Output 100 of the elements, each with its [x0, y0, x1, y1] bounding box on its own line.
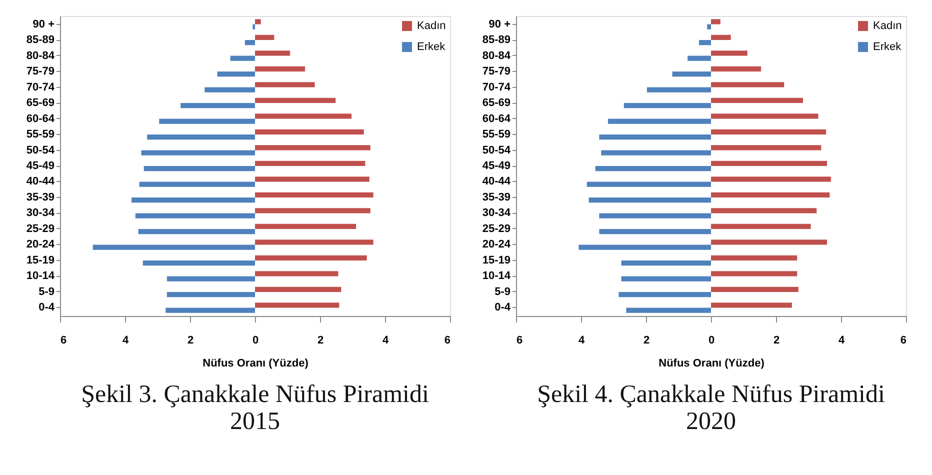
y-tick-label: 80-84	[482, 50, 512, 62]
x-tick-label: 6	[900, 334, 906, 346]
bar	[139, 182, 255, 187]
bar	[672, 72, 711, 77]
bar	[166, 292, 255, 298]
bar	[255, 145, 370, 150]
bar	[144, 166, 255, 172]
y-tick-label: 90 +	[488, 18, 510, 30]
y-tick-label: 90 +	[32, 18, 54, 30]
bar	[180, 103, 255, 108]
bar	[255, 302, 340, 308]
legend-label: Kadın	[417, 20, 446, 32]
x-tick-label: 4	[838, 334, 846, 346]
bar	[255, 19, 261, 24]
bar	[141, 150, 255, 156]
bar	[147, 134, 255, 140]
y-tick-label: 40-44	[26, 176, 56, 188]
y-tick-label: 35-39	[482, 191, 510, 204]
bar	[599, 134, 711, 140]
bar	[711, 271, 798, 276]
y-tick-label: 45-49	[482, 160, 510, 172]
bar	[166, 308, 255, 313]
bar	[618, 292, 711, 298]
bar	[255, 286, 342, 292]
text: Şekil 3. Çanakkale Nüfus Piramidi 2015	[81, 381, 429, 435]
x-tick-label: 4	[578, 334, 586, 346]
bar	[255, 82, 315, 88]
bar	[711, 176, 831, 182]
x-axis-title: Nüfus Oranı (Yüzde)	[202, 358, 309, 370]
bar	[711, 114, 818, 119]
bar	[599, 228, 711, 234]
x-tick-label: 2	[187, 334, 194, 346]
bar	[711, 129, 826, 135]
y-tick-label: 60-64	[482, 112, 512, 125]
bar	[255, 192, 374, 198]
bar	[166, 276, 255, 282]
y-tick-label: 65-69	[26, 97, 54, 110]
bar	[711, 240, 828, 245]
y-tick-label: 55-59	[482, 128, 510, 141]
x-tick-label: 2	[643, 334, 650, 346]
bar	[588, 197, 711, 203]
bar	[626, 308, 711, 313]
y-tick-label: 5-9	[38, 286, 54, 298]
bar	[255, 208, 370, 214]
y-tick-label: 40-44	[482, 176, 512, 188]
legend-label: Erkek	[417, 41, 446, 53]
legend-label: Kadın	[873, 20, 902, 32]
bar	[142, 260, 255, 266]
bar	[586, 182, 711, 187]
x-tick-label: 6	[516, 334, 523, 346]
x-tick-label: 0	[708, 334, 715, 346]
y-tick-label: 0-4	[38, 302, 56, 314]
bar	[711, 302, 792, 308]
bar	[624, 103, 711, 108]
bar	[255, 129, 364, 135]
bar	[711, 286, 798, 292]
y-tick-label: 70-74	[26, 81, 56, 94]
bar	[711, 160, 828, 166]
x-tick-label: 4	[382, 334, 390, 346]
x-tick-label: 2	[773, 334, 780, 346]
bar	[92, 244, 255, 250]
bar	[707, 24, 711, 30]
y-tick-label: 20-24	[482, 238, 512, 251]
bar	[132, 197, 255, 203]
x-tick-label: 6	[60, 334, 67, 346]
x-tick-label: 0	[252, 334, 259, 346]
bar	[255, 240, 374, 245]
text: Şekil 4. Çanakkale Nüfus Piramidi 2020	[537, 381, 885, 435]
bar	[688, 56, 711, 61]
bar	[608, 118, 711, 124]
bar	[159, 118, 255, 124]
bar	[138, 228, 255, 234]
y-tick-label: 70-74	[482, 81, 512, 94]
bar	[255, 34, 274, 40]
y-tick-label: 35-39	[26, 191, 54, 204]
y-tick-label: 5-9	[494, 286, 510, 298]
legend-label: Erkek	[873, 41, 902, 53]
bar	[255, 114, 352, 119]
y-tick-label: 30-34	[482, 207, 512, 220]
bar	[711, 98, 803, 104]
y-tick-label: 75-79	[26, 66, 54, 78]
y-tick-label: 10-14	[26, 270, 56, 282]
y-tick-label: 15-19	[482, 254, 510, 266]
bar	[578, 244, 711, 250]
bar	[595, 166, 711, 172]
bar	[255, 176, 370, 182]
bar	[711, 34, 731, 40]
bar	[599, 213, 711, 218]
bar	[711, 208, 817, 214]
y-tick-label: 65-69	[482, 97, 510, 110]
bar	[711, 145, 822, 150]
bar	[135, 213, 255, 218]
bar	[255, 66, 306, 72]
y-tick-label: 25-29	[482, 222, 510, 235]
bar	[217, 72, 255, 77]
bar	[711, 19, 720, 24]
bar	[646, 87, 711, 92]
bar	[230, 56, 255, 61]
x-tick-label: 6	[444, 334, 450, 346]
x-axis-title: Nüfus Oranı (Yüzde)	[658, 358, 765, 370]
